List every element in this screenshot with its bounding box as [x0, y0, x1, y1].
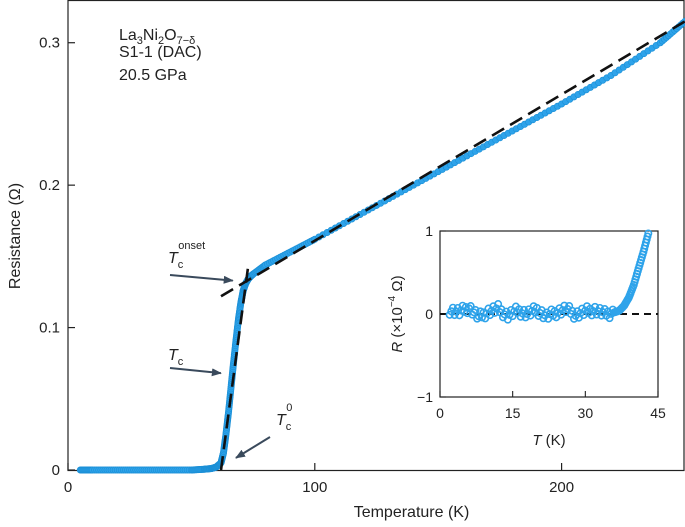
inset-data-point: [605, 314, 614, 323]
inset-data-point: [471, 306, 480, 315]
annotation-arrow: [235, 436, 271, 459]
y-tick-label: 0.1: [39, 320, 60, 337]
annotation-arrow: [169, 367, 222, 377]
inset-y-tick-label: 0: [425, 306, 433, 322]
inset-x-tick-label: 0: [436, 405, 444, 421]
transition-annotations: Tconset Tc Tc0: [168, 240, 292, 459]
y-tick-label: 0.2: [39, 177, 60, 194]
annotation-label: Tc0: [276, 402, 292, 433]
inset-x-tick-label: 30: [578, 405, 594, 421]
x-tick-label: 200: [549, 479, 574, 496]
inset-y-tick-label: 1: [425, 223, 433, 239]
y-tick-label: 0: [52, 462, 60, 479]
sample-id: S1-1 (DAC): [119, 44, 202, 61]
annotation-arrow: [169, 274, 234, 284]
x-tick-label: 0: [64, 479, 72, 496]
inset-x-tick-label: 15: [505, 405, 521, 421]
inset-data-point: [644, 229, 653, 238]
inset-y-tick-label: −1: [417, 389, 433, 405]
inset-data-point: [466, 302, 475, 311]
inset-data-point: [587, 311, 596, 320]
normal-state-fit-line: [220, 20, 685, 298]
y-axis-title: Resistance (Ω): [7, 183, 24, 289]
inset-y-axis-title: R (×10−4 Ω): [387, 275, 406, 352]
x-axis-title: Temperature (K): [354, 504, 470, 521]
sample-info: La3Ni2O7−δS1-1 (DAC) 20.5 GPa: [119, 27, 202, 84]
annotation-label: Tc: [168, 347, 184, 368]
y-tick-label: 0.3: [39, 35, 60, 52]
annotation-label: Tconset: [168, 240, 205, 271]
main-plot-frame: [67, 0, 685, 472]
inset-x-axis-title: T (K): [532, 432, 565, 449]
x-tick-label: 100: [302, 479, 327, 496]
inset-series-resistance: [445, 229, 653, 324]
inset-x-tick-label: 45: [650, 405, 666, 421]
transition-fit-line: [219, 266, 250, 471]
inset-data-point: [490, 308, 499, 317]
sample-formula: La3Ni2O7−δ: [119, 27, 195, 47]
sample-pressure: 20.5 GPa: [119, 67, 187, 84]
